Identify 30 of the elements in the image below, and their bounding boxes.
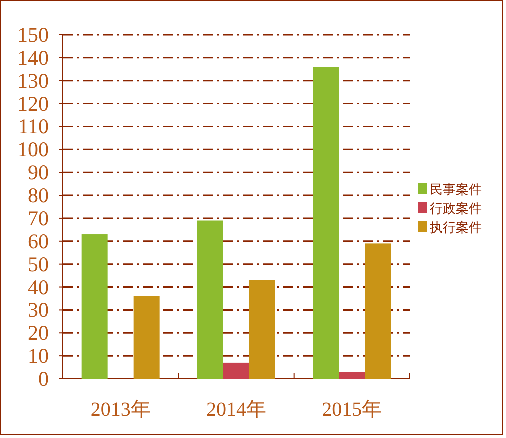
y-tick-label: 10 xyxy=(28,344,49,368)
y-tick-label: 60 xyxy=(28,229,49,254)
bar xyxy=(365,244,392,379)
y-tick-label: 110 xyxy=(18,114,49,139)
y-tick-label: 90 xyxy=(28,160,49,185)
bar xyxy=(82,234,108,379)
y-tick-label: 130 xyxy=(18,68,49,93)
bar xyxy=(224,362,250,379)
legend-label: 执行案件 xyxy=(430,220,482,236)
bar xyxy=(134,296,160,379)
y-tick-label: 100 xyxy=(18,138,49,162)
y-tick-label: 50 xyxy=(28,252,49,276)
x-tick-label: 2013年 xyxy=(90,399,151,421)
y-tick-label: 150 xyxy=(18,23,49,47)
y-tick-label: 40 xyxy=(28,275,49,300)
bar xyxy=(339,372,366,379)
x-tick-label: 2014年 xyxy=(206,399,266,421)
y-tick-label: 0 xyxy=(38,367,49,391)
x-tick-label: 2015年 xyxy=(322,399,382,421)
bar xyxy=(313,67,340,379)
y-tick-label: 20 xyxy=(28,321,49,346)
bar xyxy=(250,280,276,379)
y-tick-label: 80 xyxy=(28,184,49,208)
y-tick-label: 30 xyxy=(28,298,49,322)
y-tick-label: 120 xyxy=(18,92,49,116)
legend-label: 民事案件 xyxy=(430,182,482,198)
y-tick-label: 140 xyxy=(18,46,49,70)
bar xyxy=(198,220,224,379)
y-tick-label: 70 xyxy=(28,206,49,230)
legend-label: 行政案件 xyxy=(430,201,482,217)
